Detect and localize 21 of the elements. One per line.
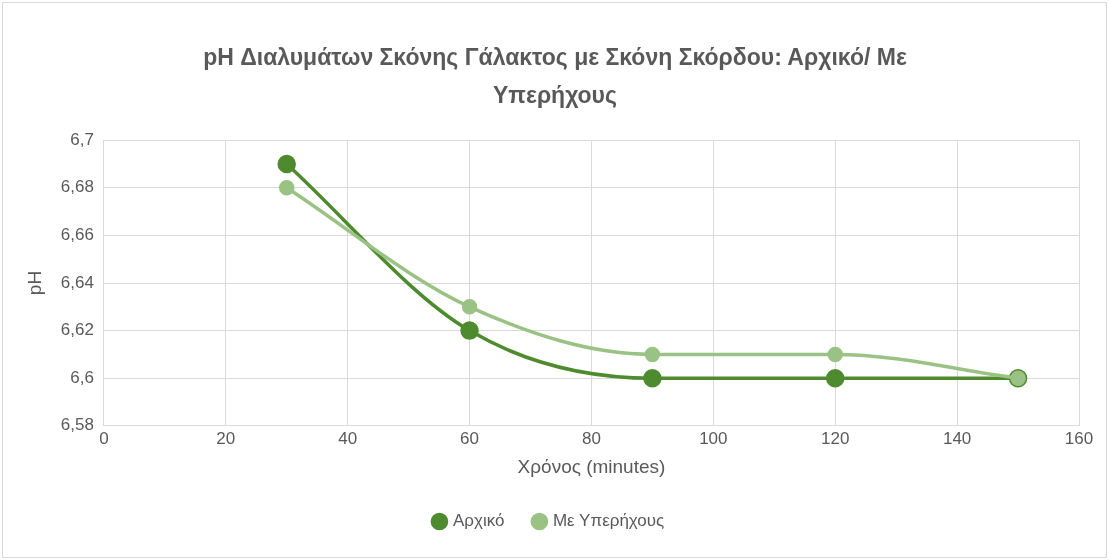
y-axis-title: pH <box>23 270 45 296</box>
x-tick-label: 160 <box>1064 428 1094 448</box>
x-tick-label: 120 <box>821 428 850 448</box>
x-tick-label: 140 <box>942 428 972 448</box>
x-tick-label: 80 <box>581 428 601 448</box>
chart-title: pH Διαλυμάτων Σκόνης Γάλακτος με Σκόνη Σκόρδου: Αρχικό/ Με Υπερήχους <box>202 43 908 110</box>
x-tick-label: 20 <box>216 428 236 448</box>
y-tick-label: 6,7 <box>70 129 94 149</box>
x-tick-label: 40 <box>338 428 358 448</box>
y-tick-label: 6,6 <box>70 367 94 387</box>
y-tick-label: 6,66 <box>60 225 94 245</box>
legend-label: Αρχικό <box>452 511 505 531</box>
legend-label: Με Υπερήχους <box>552 511 665 531</box>
x-tick-label: 100 <box>699 428 728 448</box>
y-tick-label: 6,62 <box>60 320 94 340</box>
x-tick-label: 0 <box>99 428 109 448</box>
y-tick-label: 6,68 <box>60 177 94 197</box>
x-tick-label: 60 <box>460 428 480 448</box>
y-tick-label: 6,64 <box>60 272 94 292</box>
x-axis-title: Χρόνος (minutes) <box>517 455 666 477</box>
y-tick-label: 6,58 <box>60 415 94 435</box>
